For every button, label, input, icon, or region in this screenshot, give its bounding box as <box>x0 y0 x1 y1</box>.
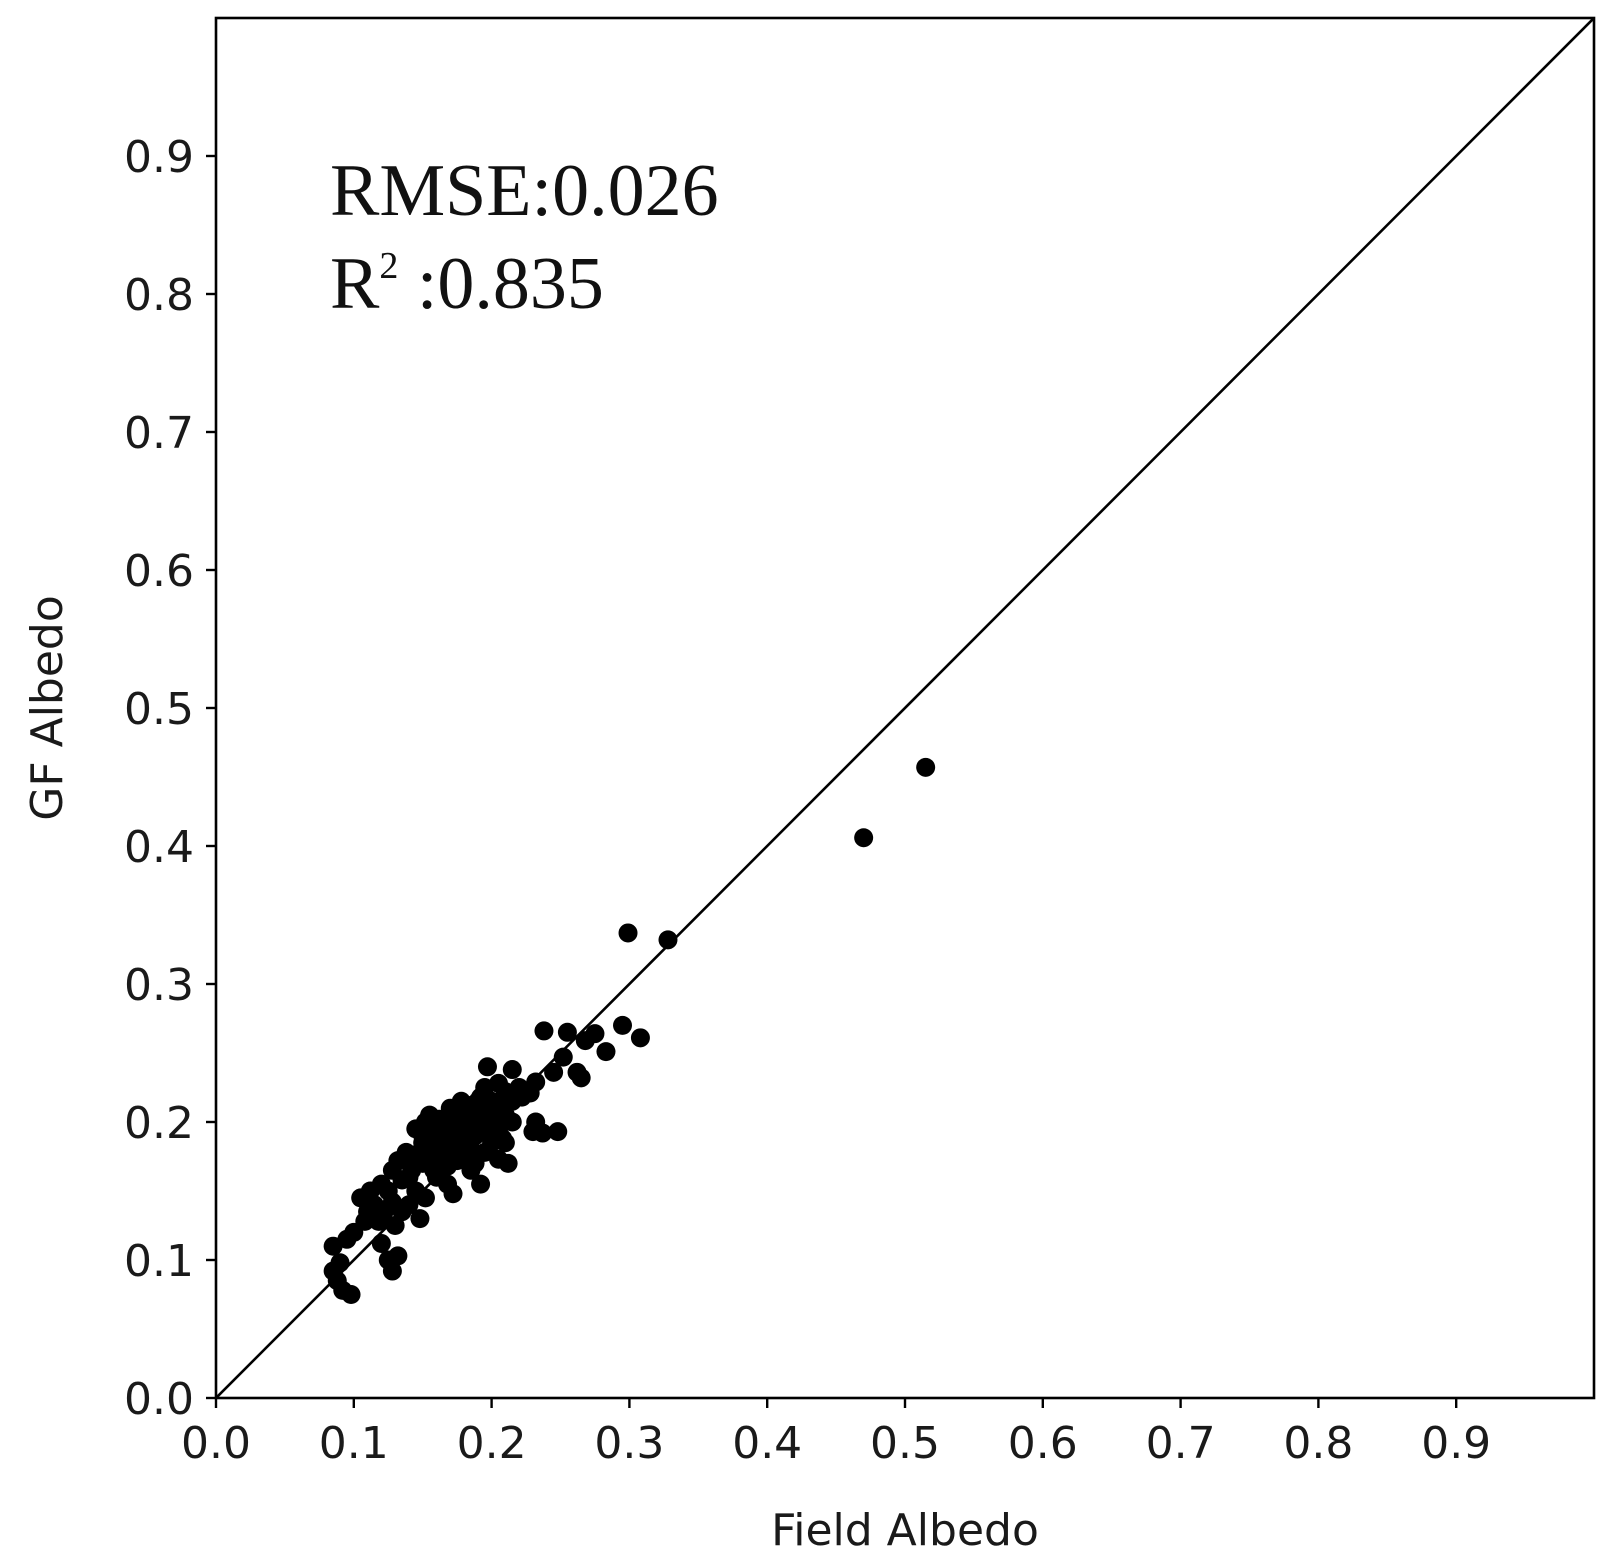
data-point <box>509 1078 529 1097</box>
data-point <box>658 930 678 950</box>
data-point <box>475 1078 495 1097</box>
data-point <box>471 1174 491 1194</box>
y-tick-label: 0.5 <box>124 684 194 735</box>
y-axis: 0.0 0.1 0.2 0.3 0.4 0.5 0.6 0.7 0.8 0.9 <box>124 132 216 1425</box>
x-axis: 0.0 0.1 0.2 0.3 0.4 0.5 0.6 0.7 0.8 0.9 <box>181 1398 1491 1469</box>
y-tick-label: 0.8 <box>124 270 194 321</box>
data-point <box>534 1021 554 1041</box>
data-point <box>406 1181 426 1201</box>
data-point <box>341 1285 361 1304</box>
data-point <box>364 1195 384 1215</box>
r2-annotation: R2 :0.835 <box>330 243 604 325</box>
data-point <box>533 1123 553 1143</box>
data-point <box>415 1112 435 1132</box>
data-point <box>854 828 874 848</box>
r2-value: :0.835 <box>398 243 604 325</box>
rmse-annotation: RMSE:0.026 <box>330 150 719 232</box>
y-tick-label: 0.6 <box>124 546 194 597</box>
x-tick-label: 0.8 <box>1283 1418 1353 1469</box>
data-point <box>447 1105 467 1125</box>
r2-superscript: 2 <box>379 245 398 287</box>
identity-line <box>216 18 1594 1398</box>
x-tick-label: 0.6 <box>1008 1418 1078 1469</box>
data-point <box>571 1068 591 1088</box>
x-tick-label: 0.7 <box>1146 1418 1216 1469</box>
y-tick-label: 0.0 <box>124 1374 194 1425</box>
points-layer <box>323 757 936 1304</box>
data-point <box>429 1153 449 1173</box>
x-tick-label: 0.0 <box>181 1418 251 1469</box>
data-point <box>548 1122 568 1142</box>
data-point <box>613 1015 633 1035</box>
data-point <box>385 1216 405 1235</box>
data-point <box>618 923 638 943</box>
x-tick-label: 0.1 <box>319 1418 389 1469</box>
x-tick-label: 0.5 <box>870 1418 940 1469</box>
x-tick-label: 0.3 <box>594 1418 664 1469</box>
data-point <box>493 1129 513 1149</box>
data-point <box>495 1105 515 1125</box>
data-point <box>396 1142 416 1162</box>
y-tick-label: 0.2 <box>124 1098 194 1149</box>
data-point <box>388 1246 408 1266</box>
y-tick-label: 0.9 <box>124 132 194 183</box>
data-point <box>451 1126 471 1146</box>
data-point <box>371 1233 391 1253</box>
data-point <box>323 1236 343 1256</box>
y-axis-label: GF Albedo <box>22 595 73 821</box>
data-point <box>468 1105 488 1125</box>
x-tick-label: 0.4 <box>732 1418 802 1469</box>
data-point <box>461 1140 481 1160</box>
data-point <box>596 1042 616 1062</box>
data-point <box>413 1153 433 1173</box>
y-tick-label: 0.4 <box>124 822 194 873</box>
data-point <box>544 1062 564 1082</box>
data-point <box>916 757 936 777</box>
data-point <box>355 1211 375 1231</box>
x-tick-label: 0.9 <box>1421 1418 1491 1469</box>
x-axis-label: Field Albedo <box>771 1505 1039 1556</box>
data-point <box>410 1209 430 1229</box>
data-point <box>575 1031 595 1051</box>
data-point <box>382 1261 402 1281</box>
data-point <box>424 1129 444 1149</box>
data-point <box>557 1022 577 1042</box>
y-tick-label: 0.3 <box>124 960 194 1011</box>
data-point <box>477 1057 497 1077</box>
data-point <box>502 1060 522 1080</box>
y-tick-label: 0.1 <box>124 1236 194 1287</box>
y-tick-label: 0.7 <box>124 408 194 459</box>
data-point <box>630 1028 650 1048</box>
x-tick-label: 0.2 <box>457 1418 527 1469</box>
data-point <box>553 1047 573 1067</box>
r2-symbol: R <box>330 243 380 325</box>
